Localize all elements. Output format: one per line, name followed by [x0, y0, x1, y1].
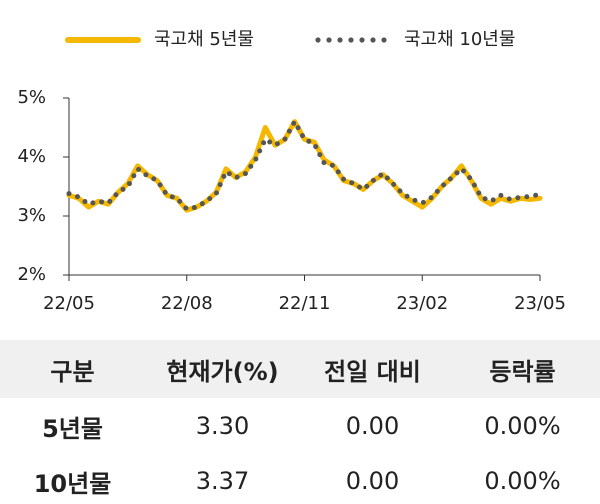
row-label: 10년물 — [0, 453, 145, 504]
legend-marker — [381, 37, 387, 43]
cell: 3.37 — [145, 453, 300, 504]
legend-marker — [359, 37, 365, 43]
cell: 0.00 — [300, 453, 445, 504]
legend-label: 국고채 5년물 — [154, 29, 254, 50]
y-tick-label: 2% — [17, 264, 46, 285]
header-row: 구분 현재가(%) 전일 대비 등락률 — [0, 340, 600, 399]
cell: 0.00 — [300, 398, 445, 454]
header-cell: 등락률 — [445, 340, 600, 399]
x-tick-label: 23/05 — [514, 293, 566, 314]
header-cell: 구분 — [0, 340, 145, 399]
legend-marker — [348, 37, 354, 43]
legend-marker — [370, 37, 376, 43]
legend-marker — [337, 37, 343, 43]
series-line — [66, 119, 543, 212]
header-cell: 전일 대비 — [300, 340, 445, 399]
header-cell: 현재가(%) — [145, 340, 300, 399]
cell: 0.00% — [445, 398, 600, 454]
x-tick-label: 22/08 — [161, 293, 213, 314]
y-tick-label: 4% — [17, 146, 46, 167]
y-tick-label: 3% — [17, 205, 46, 226]
legend-label: 국고채 10년물 — [404, 29, 515, 50]
x-tick-label: 23/02 — [396, 293, 448, 314]
table-row: 5년물 3.30 0.00 0.00% — [0, 398, 600, 454]
chart: 2% 3% 4% 5% 22/05 22/08 22/11 23/02 23/05 국고채 5년물… — [17, 29, 566, 314]
cell: 3.30 — [145, 398, 300, 454]
x-tick-label: 22/05 — [43, 293, 95, 314]
x-tick-label: 22/11 — [279, 293, 331, 314]
table-row: 10년물 3.37 0.00 0.00% — [0, 453, 600, 504]
legend-marker — [315, 37, 321, 43]
cell: 0.00% — [445, 453, 600, 504]
row-label: 5년물 — [0, 398, 145, 454]
legend-marker — [326, 37, 332, 43]
data-table: 구분 현재가(%) 전일 대비 등락률 5년물 3.30 0.00 0.00% … — [0, 340, 600, 504]
y-tick-label: 5% — [17, 87, 46, 108]
